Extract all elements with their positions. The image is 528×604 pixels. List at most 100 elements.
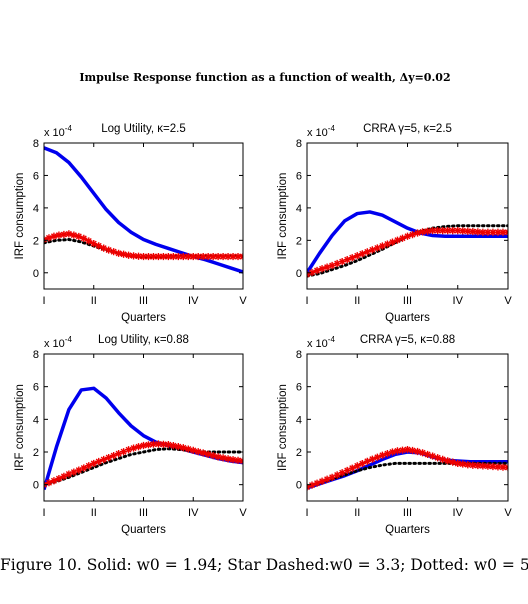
y-tick-label: 6 <box>33 170 39 182</box>
star-marker <box>129 252 138 260</box>
star-marker <box>313 266 321 275</box>
star-marker <box>378 242 386 250</box>
y-tick-label: 8 <box>33 349 39 361</box>
x-tick-label: III <box>139 507 148 519</box>
star-marker <box>323 475 331 483</box>
star-marker <box>105 453 113 462</box>
star-marker <box>313 479 321 487</box>
star-marker <box>65 470 73 478</box>
star-marker <box>348 464 356 472</box>
star-marker <box>474 228 482 236</box>
star-marker <box>368 246 376 254</box>
star-marker <box>184 445 192 453</box>
y-tick-label: 0 <box>296 480 302 492</box>
y-axis-label: IRF consumption <box>277 173 289 260</box>
y-tick-label: 0 <box>33 268 39 280</box>
star-marker <box>318 477 326 485</box>
star-marker <box>139 252 148 261</box>
star-marker <box>164 252 172 261</box>
star-marker <box>179 252 187 261</box>
star-marker <box>444 227 452 235</box>
x-tick-label: III <box>403 507 412 519</box>
star-marker <box>418 228 427 236</box>
panels: I II III IV V 0 2 4 6 8 Quarters IRF consumption Log… <box>14 123 512 536</box>
star-marker <box>393 447 402 455</box>
star-marker <box>429 227 437 235</box>
x-tick-label: IV <box>453 507 464 519</box>
x-tick-label: V <box>239 507 247 519</box>
star-marker <box>469 461 477 469</box>
star-marker <box>169 442 177 450</box>
star-marker <box>189 252 197 261</box>
star-marker <box>338 469 346 477</box>
star-marker <box>105 246 113 254</box>
y-tick-label: 8 <box>296 138 302 150</box>
star-marker <box>398 234 407 242</box>
star-marker <box>338 257 346 266</box>
star-marker <box>85 462 93 470</box>
star-marker <box>499 463 507 471</box>
star-marker <box>343 256 351 264</box>
star-marker <box>209 451 217 460</box>
star-marker <box>383 450 391 458</box>
x-tick-label: V <box>239 295 247 307</box>
y-tick-label: 2 <box>33 235 39 247</box>
star-marker <box>318 265 326 273</box>
star-marker <box>224 455 232 463</box>
y-tick-label: 4 <box>296 203 302 215</box>
star-marker <box>149 440 158 448</box>
star-marker <box>328 473 336 481</box>
y-axis-label: IRF consumption <box>14 384 26 471</box>
star-marker <box>424 450 432 459</box>
star-marker <box>229 456 237 464</box>
star-marker <box>413 229 422 237</box>
chart-title: CRRA γ=5, κ=2.5 <box>363 123 452 135</box>
scale-base: x 10 <box>44 127 65 139</box>
star-marker <box>434 454 442 462</box>
series-line-solid <box>307 210 508 274</box>
star-marker <box>60 230 68 239</box>
star-marker <box>159 440 167 448</box>
star-marker <box>55 231 63 239</box>
scale-exponent: -4 <box>65 335 73 344</box>
star-marker <box>393 236 402 244</box>
star-marker <box>408 446 417 455</box>
star-marker <box>383 240 391 248</box>
chart-title: Log Utility, κ=0.88 <box>98 334 189 346</box>
star-marker <box>489 462 497 471</box>
plot-frame <box>43 353 244 502</box>
star-marker <box>333 259 341 268</box>
star-marker <box>408 231 417 239</box>
star-marker <box>134 443 143 451</box>
star-marker <box>499 228 507 236</box>
star-marker <box>368 455 376 463</box>
series-line-star <box>44 442 243 486</box>
star-marker <box>95 242 103 250</box>
star-marker <box>129 444 138 452</box>
y-tick-label: 6 <box>296 170 302 182</box>
star-marker <box>194 252 202 261</box>
star-marker <box>323 263 331 271</box>
y-tick-label: 4 <box>33 414 39 426</box>
star-marker <box>50 477 58 485</box>
x-axis-label: Quarters <box>385 524 430 536</box>
star-marker <box>90 459 98 468</box>
star-marker <box>234 252 242 261</box>
star-marker <box>174 252 182 261</box>
star-marker <box>90 239 98 248</box>
series-star <box>44 440 243 489</box>
star-marker <box>144 252 153 261</box>
star-marker <box>120 250 128 258</box>
star-marker <box>164 441 172 449</box>
star-marker <box>308 268 316 277</box>
star-marker <box>60 472 68 480</box>
star-marker <box>124 251 133 259</box>
y-tick-label: 6 <box>33 382 39 394</box>
series-line-solid <box>307 450 508 490</box>
y-axis-label: IRF consumption <box>14 173 26 260</box>
star-marker <box>100 244 108 252</box>
star-marker <box>85 237 93 245</box>
star-marker <box>363 457 371 465</box>
